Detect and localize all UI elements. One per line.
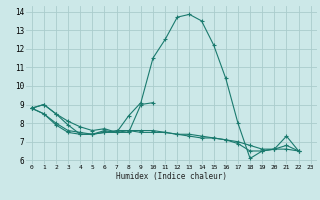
X-axis label: Humidex (Indice chaleur): Humidex (Indice chaleur) [116,172,227,181]
